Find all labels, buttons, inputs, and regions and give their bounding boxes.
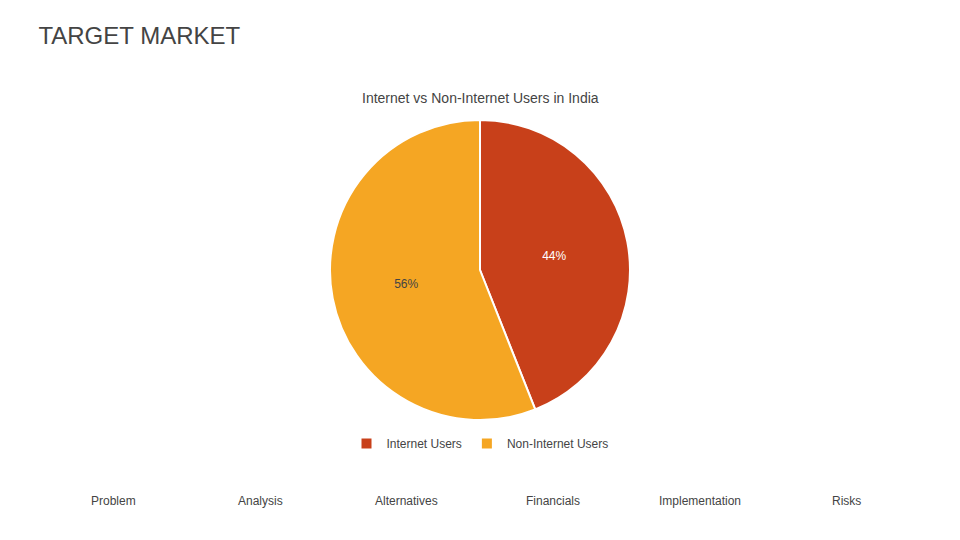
svg-text:44%: 44% — [542, 249, 566, 263]
svg-text:Implementation: Implementation — [659, 494, 741, 508]
svg-text:TARGET MARKET: TARGET MARKET — [38, 22, 240, 49]
svg-text:Internet Users: Internet Users — [387, 437, 462, 451]
svg-text:Problem: Problem — [91, 494, 136, 508]
svg-text:Analysis: Analysis — [238, 494, 283, 508]
svg-text:Risks: Risks — [832, 494, 861, 508]
svg-text:Financials: Financials — [526, 494, 580, 508]
svg-text:Internet vs Non-Internet Users: Internet vs Non-Internet Users in India — [362, 90, 599, 106]
svg-text:56%: 56% — [394, 277, 418, 291]
svg-text:Non-Internet Users: Non-Internet Users — [507, 437, 608, 451]
svg-text:Alternatives: Alternatives — [375, 494, 438, 508]
